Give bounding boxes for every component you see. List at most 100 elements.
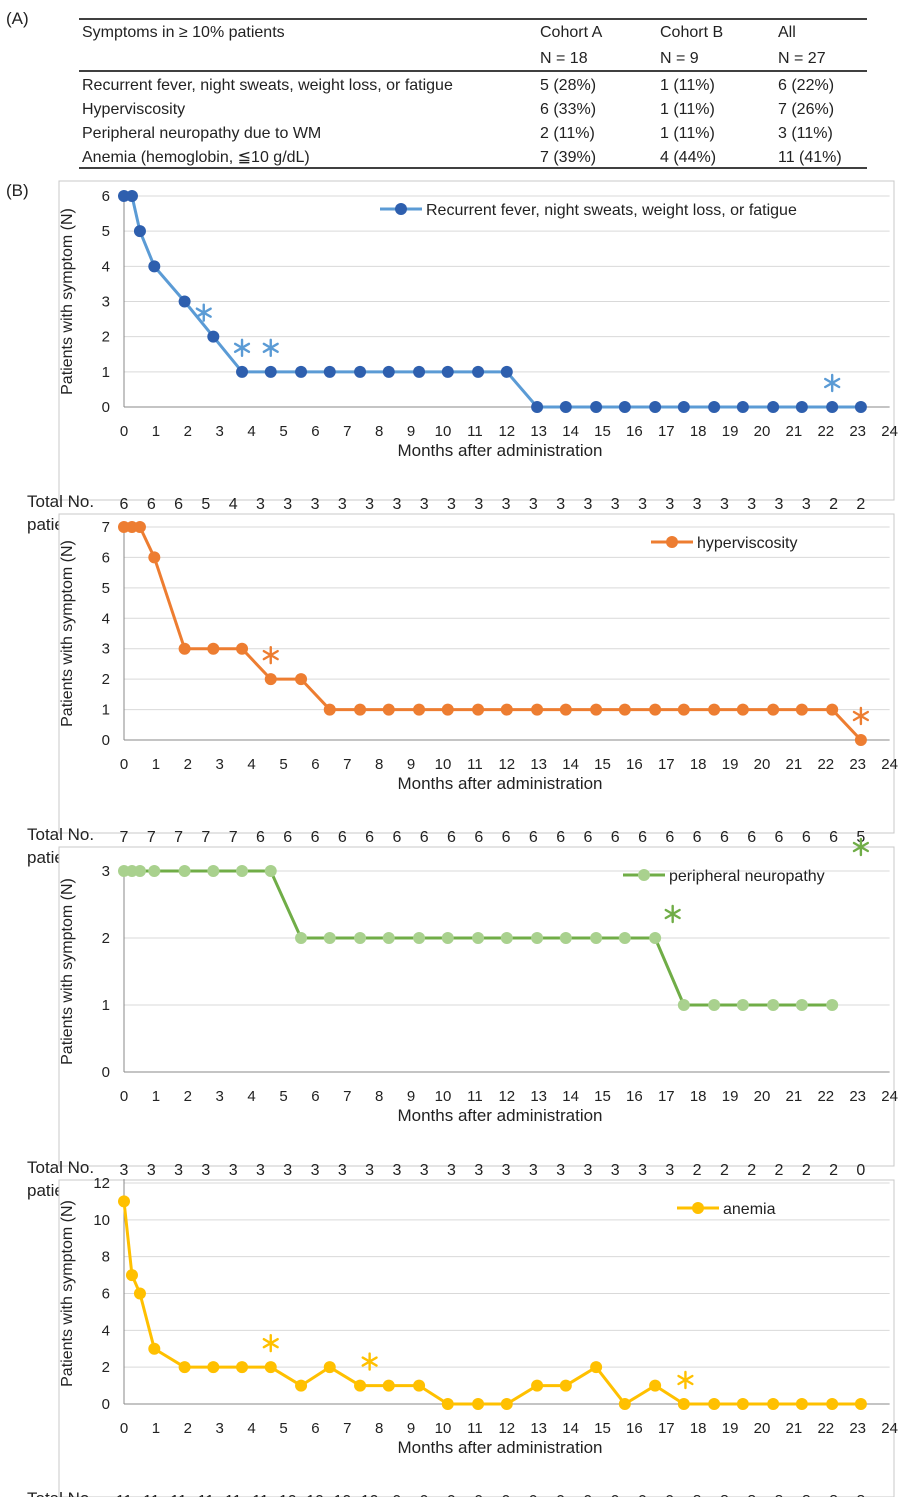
asterisk-mark [852,706,870,726]
x-tick-label: 13 [530,423,547,440]
row-cohort-a: 2 (11%) [540,125,595,142]
total-patients-value: 2 [829,1162,838,1179]
x-tick-label: 13 [530,1420,547,1437]
x-tick-label: 24 [881,423,898,440]
x-tick-label: 19 [722,756,739,773]
total-patients-value: 6 [747,829,756,846]
data-point [236,1361,249,1374]
total-patients-value: 3 [529,1162,538,1179]
data-point [133,865,146,877]
chart-frame [58,513,895,834]
y-tick-label: 2 [102,1359,110,1376]
series-line [122,1201,861,1406]
total-patients-label: Total No. [27,825,94,844]
x-tick-label: 20 [754,423,771,440]
y-tick-label: 0 [102,399,110,416]
total-patients-value: 11 [252,1493,269,1497]
data-point [133,1287,146,1300]
total-patients-value: 9 [665,1493,674,1497]
x-tick-label: 13 [530,1088,547,1105]
x-tick-label: 11 [467,1420,483,1437]
total-patients-value: 5 [856,829,865,846]
total-patients-value: 6 [474,829,483,846]
data-point [236,365,249,378]
data-point [178,642,191,655]
x-tick-label: 20 [754,756,771,773]
row-cohort-b: 1 (11%) [660,101,715,118]
x-tick-label: 3 [216,1420,224,1437]
y-tick-label: 10 [93,1212,110,1229]
x-tick-label: 1 [152,756,160,773]
x-axis-title: Months after administration [397,1106,602,1125]
total-patients-value: 8 [802,1493,811,1497]
legend-marker [692,1202,704,1214]
x-tick-label: 7 [343,756,351,773]
total-patients-value: 0 [856,1162,865,1179]
data-point [708,401,721,413]
row-symptom: Recurrent fever, night sweats, weight lo… [82,77,453,94]
x-tick-label: 1 [152,423,160,440]
y-tick-label: 2 [102,930,110,947]
y-tick-label: 12 [93,1175,110,1192]
row-cohort-a: 7 (39%) [540,149,596,166]
total-patients-value: 6 [638,829,647,846]
total-patients-value: 6 [392,829,401,846]
x-tick-label: 11 [467,756,483,773]
total-patients-value: 3 [420,1162,429,1179]
data-point [854,1398,867,1410]
total-patients-value: 3 [283,496,292,513]
legend-marker [666,536,678,548]
x-tick-label: 18 [690,1088,707,1105]
x-tick-label: 14 [562,1088,579,1105]
total-patients-value: 3 [256,1162,265,1179]
data-point [795,1398,808,1410]
y-tick-label: 3 [102,641,110,658]
row-all: 6 (22%) [778,77,834,94]
y-tick-label: 1 [102,702,110,719]
x-tick-label: 12 [498,756,515,773]
total-patients-value: 2 [693,1162,702,1179]
data-point [590,1361,603,1374]
total-patients-value: 3 [283,1162,292,1179]
x-tick-label: 10 [435,423,452,440]
x-tick-label: 4 [247,756,255,773]
total-patients-value: 9 [392,1493,401,1497]
data-point [826,999,839,1011]
total-patients-value: 3 [447,496,456,513]
legend-label: peripheral neuropathy [669,868,825,885]
data-point [413,365,426,378]
total-patients-value: 2 [829,496,838,513]
total-patients-label: Total No. [27,1158,94,1177]
header-n-cohort-b: N = 9 [660,50,699,67]
total-patients-value: 6 [693,829,702,846]
total-patients-value: 6 [556,829,565,846]
data-point [133,225,146,238]
y-tick-label: 6 [102,188,110,205]
x-tick-label: 17 [658,1088,675,1105]
x-tick-label: 24 [881,1088,898,1105]
data-point [618,703,631,716]
row-all: 7 (26%) [778,101,834,118]
data-point [323,932,336,944]
total-patients-value: 3 [665,496,674,513]
total-patients-value: 3 [365,1162,374,1179]
data-point [708,999,721,1011]
data-point [178,1361,191,1374]
x-tick-label: 5 [279,1420,287,1437]
data-point [826,1398,839,1410]
data-point [354,365,367,378]
total-patients-value: 3 [392,1162,401,1179]
data-point [413,932,426,944]
total-patients-value: 5 [201,496,210,513]
x-tick-label: 14 [562,423,579,440]
total-patients-value: 3 [474,1162,483,1179]
data-point [148,865,161,877]
total-patients-value: 8 [856,1493,865,1497]
data-point [354,1379,367,1392]
x-tick-label: 18 [690,423,707,440]
data-point [178,865,191,877]
total-patients-value: 6 [611,829,620,846]
